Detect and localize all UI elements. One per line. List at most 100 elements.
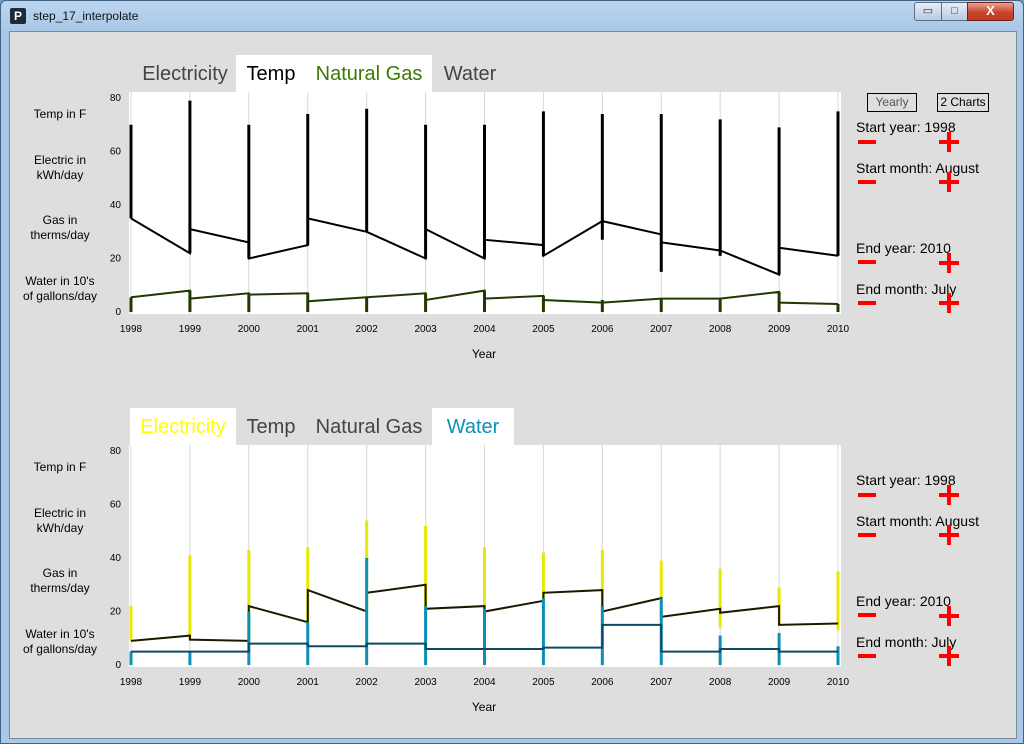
end-year-minus-button[interactable]: [858, 260, 876, 264]
x-tick-label: 2008: [709, 324, 732, 335]
close-button[interactable]: X: [967, 2, 1014, 21]
window-title: step_17_interpolate: [33, 9, 139, 23]
tab-label: Natural Gas: [315, 416, 423, 438]
start-year-label: Start year: 1998: [856, 119, 956, 135]
start-year-label: Start year: 1998: [856, 472, 956, 488]
tab-electricity[interactable]: Electricity: [130, 408, 236, 445]
x-tick-label: 2000: [238, 324, 261, 335]
start-year-minus-button[interactable]: [858, 493, 876, 497]
row-label-water: Water in 10's of gallons/day: [22, 627, 98, 656]
sketch-canvas: Electricity Temp Natural Gas Water Temp …: [9, 31, 1017, 739]
chart-svg-bottom: 1998 1999 2000 2001 2002 2003 2004 2005 2006 2007…: [110, 445, 850, 688]
x-tick-label: 2003: [414, 677, 437, 688]
end-year-plus-button[interactable]: [939, 253, 959, 273]
start-month-plus-button[interactable]: [939, 525, 959, 545]
end-month-plus-button[interactable]: [939, 646, 959, 666]
tab-water[interactable]: Water: [432, 408, 514, 445]
y-tick-label: 60: [110, 147, 122, 158]
tab-water[interactable]: Water: [432, 55, 508, 92]
x-tick-label: 2008: [709, 677, 732, 688]
tab-label: Natural Gas: [315, 63, 423, 85]
x-tick-label: 2003: [414, 324, 437, 335]
x-axis-title: Year: [471, 347, 497, 361]
tab-label: Water: [443, 63, 497, 85]
series-line: [130, 289, 839, 305]
x-tick-label: 2000: [238, 677, 261, 688]
x-tick-label: 1998: [120, 677, 143, 688]
y-tick-label: 20: [110, 607, 122, 618]
row-label-electric: Electric in kWh/day: [33, 506, 86, 535]
y-tick-label: 60: [110, 500, 122, 511]
tab-label: Temp: [246, 416, 296, 438]
tab-label: Electricity: [140, 416, 226, 438]
x-tick-label: 2006: [591, 677, 614, 688]
x-tick-label: 2001: [297, 677, 320, 688]
start-year-minus-button[interactable]: [858, 140, 876, 144]
end-month-plus-button[interactable]: [939, 293, 959, 313]
start-month-plus-button[interactable]: [939, 172, 959, 192]
x-tick-label: 2010: [827, 324, 850, 335]
row-label-water: Water in 10's of gallons/day: [22, 274, 98, 303]
x-tick-label: 2004: [473, 677, 496, 688]
minimize-button[interactable]: ▭: [914, 2, 942, 21]
tab-label: Water: [446, 416, 500, 438]
x-tick-label: 2002: [356, 677, 379, 688]
x-axis-title: Year: [471, 700, 497, 714]
x-tick-label: 1999: [179, 324, 202, 335]
x-tick-label: 1998: [120, 324, 143, 335]
two-charts-button[interactable]: 2 Charts: [937, 93, 989, 112]
x-tick-label: 2004: [473, 324, 496, 335]
tab-label: Electricity: [142, 63, 228, 85]
x-tick-label: 2002: [356, 324, 379, 335]
x-tick-label: 2005: [532, 324, 555, 335]
end-month-minus-button[interactable]: [858, 301, 876, 305]
series-line: [130, 217, 839, 277]
row-label-temp: Temp in F: [33, 107, 87, 121]
tab-temp[interactable]: Temp: [236, 408, 306, 445]
tab-label: Temp: [246, 63, 296, 85]
x-tick-label: 2007: [650, 324, 673, 335]
y-tick-label: 0: [115, 660, 121, 671]
end-year-label: End year: 2010: [856, 240, 951, 256]
title-bar[interactable]: P step_17_interpolate ▭ □ X: [1, 1, 1023, 31]
end-year-label: End year: 2010: [856, 593, 951, 609]
row-label-gas: Gas in therms/day: [30, 566, 90, 595]
x-tick-label: 2001: [297, 324, 320, 335]
row-label-gas: Gas in therms/day: [30, 213, 90, 242]
x-tick-label: 2006: [591, 324, 614, 335]
start-month-minus-button[interactable]: [858, 180, 876, 184]
tab-natural-gas[interactable]: Natural Gas: [306, 408, 432, 445]
start-year-plus-button[interactable]: [939, 132, 959, 152]
x-tick-label: 2010: [827, 677, 850, 688]
y-tick-label: 0: [115, 307, 121, 318]
start-month-minus-button[interactable]: [858, 533, 876, 537]
y-tick-label: 80: [110, 93, 122, 104]
yearly-button[interactable]: Yearly: [867, 93, 917, 112]
row-label-temp: Temp in F: [33, 460, 87, 474]
chart-svg-top: 1998 1999 2000 2001 2002 2003 2004 2005 2006 2007…: [110, 92, 850, 335]
tab-natural-gas[interactable]: Natural Gas: [306, 55, 432, 92]
end-month-label: End month: July: [856, 281, 957, 297]
end-year-plus-button[interactable]: [939, 606, 959, 626]
processing-app-icon: P: [10, 8, 26, 24]
end-year-minus-button[interactable]: [858, 613, 876, 617]
tab-electricity[interactable]: Electricity: [134, 55, 236, 92]
end-month-minus-button[interactable]: [858, 654, 876, 658]
end-month-label: End month: July: [856, 634, 957, 650]
row-label-electric: Electric in kWh/day: [33, 153, 86, 182]
x-tick-label: 2007: [650, 677, 673, 688]
series-line: [131, 623, 838, 653]
y-tick-label: 40: [110, 200, 122, 211]
x-tick-label: 2009: [768, 677, 791, 688]
y-tick-label: 40: [110, 553, 122, 564]
x-tick-label: 2005: [532, 677, 555, 688]
x-tick-label: 2009: [768, 324, 791, 335]
maximize-button[interactable]: □: [941, 2, 968, 21]
y-tick-label: 80: [110, 446, 122, 457]
tab-temp[interactable]: Temp: [236, 55, 306, 92]
start-year-plus-button[interactable]: [939, 485, 959, 505]
x-tick-label: 1999: [179, 677, 202, 688]
y-tick-label: 20: [110, 254, 122, 265]
start-month-label: Start month: August: [856, 513, 979, 529]
